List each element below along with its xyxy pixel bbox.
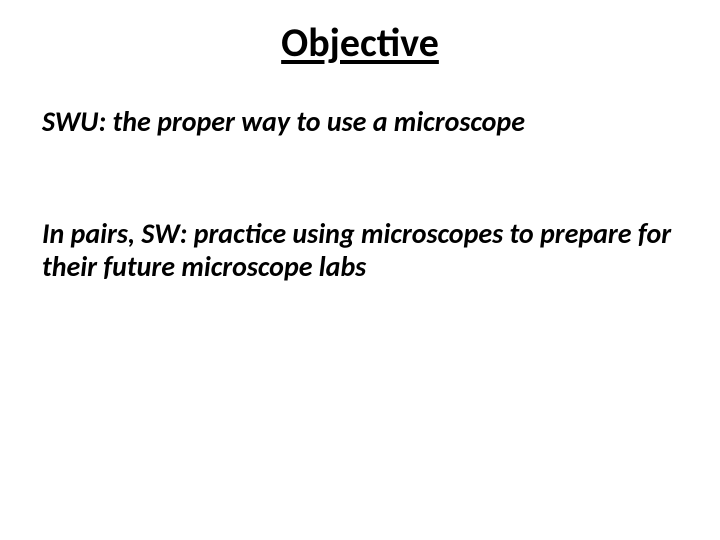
- slide-title: Objective: [0, 18, 720, 67]
- slide: Objective SWU: the proper way to use a m…: [0, 0, 720, 540]
- paragraph-1: SWU: the proper way to use a microscope: [42, 105, 682, 139]
- paragraph-2: In pairs, SW: practice using microscopes…: [42, 217, 682, 284]
- slide-body: SWU: the proper way to use a microscope …: [42, 105, 682, 284]
